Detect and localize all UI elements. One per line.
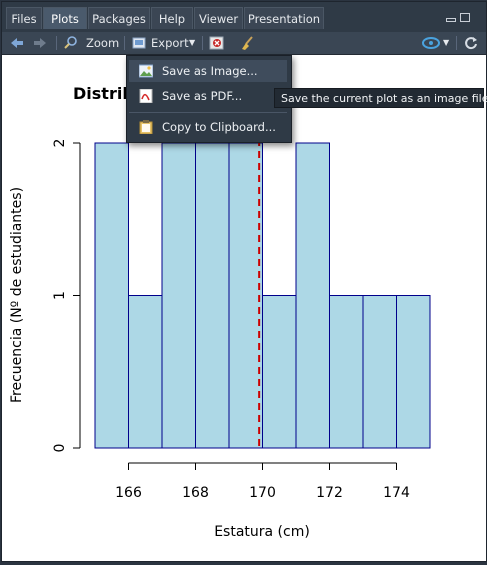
export-button[interactable]: Export ▼ bbox=[129, 32, 199, 54]
pdf-icon bbox=[139, 89, 153, 103]
tab-plots[interactable]: Plots bbox=[43, 7, 87, 29]
clipboard-icon bbox=[139, 120, 153, 134]
menu-item-label: Save as PDF... bbox=[162, 85, 242, 107]
histogram-bar bbox=[229, 143, 263, 448]
maximize-icon[interactable] bbox=[460, 13, 470, 22]
histogram-bar bbox=[196, 143, 230, 448]
menu-item-label: Copy to Clipboard... bbox=[162, 116, 276, 138]
menu-item-label: Save as Image... bbox=[162, 60, 258, 82]
arrow-left-icon[interactable] bbox=[10, 37, 24, 49]
tab-presentation[interactable]: Presentation bbox=[244, 7, 324, 29]
y-tick-label: 1 bbox=[52, 291, 68, 300]
histogram-bar bbox=[263, 296, 297, 449]
histogram-bar bbox=[397, 296, 431, 449]
x-tick-label: 172 bbox=[316, 485, 343, 501]
histogram-bar bbox=[296, 143, 330, 448]
histogram-bar bbox=[129, 296, 163, 449]
arrow-right-icon[interactable] bbox=[33, 37, 47, 49]
refresh-icon[interactable] bbox=[464, 36, 478, 50]
publish-dropdown-icon[interactable]: ▼ bbox=[443, 32, 449, 54]
x-tick-label: 166 bbox=[115, 485, 142, 501]
toolbar-separator bbox=[202, 36, 203, 50]
toolbar-separator bbox=[456, 36, 457, 50]
remove-plot-icon[interactable] bbox=[209, 36, 225, 50]
histogram-bar bbox=[363, 296, 397, 449]
menu-item-save-as-image[interactable]: Save as Image... bbox=[129, 60, 287, 82]
histogram-bar bbox=[162, 143, 196, 448]
menu-item-copy-to-clipboard[interactable]: Copy to Clipboard... bbox=[129, 116, 287, 138]
toolbar-separator bbox=[124, 36, 125, 50]
export-menu: Save as Image... Save as PDF... Copy to … bbox=[126, 55, 292, 143]
tab-files[interactable]: Files bbox=[6, 7, 42, 29]
chevron-down-icon: ▼ bbox=[189, 32, 195, 54]
plots-toolbar: Zoom Export ▼ ▼ bbox=[2, 32, 486, 55]
menu-item-save-as-pdf[interactable]: Save as PDF... bbox=[129, 85, 287, 107]
x-axis-label: Estatura (cm) bbox=[214, 524, 310, 540]
tab-help[interactable]: Help bbox=[151, 7, 193, 29]
histogram-bar bbox=[330, 296, 364, 449]
publish-icon[interactable] bbox=[422, 37, 440, 49]
y-tick-label: 2 bbox=[52, 139, 68, 148]
chart-title: Distrib bbox=[73, 84, 134, 103]
x-tick-label: 168 bbox=[182, 485, 209, 501]
image-icon bbox=[139, 64, 153, 78]
y-tick-label: 0 bbox=[52, 444, 68, 453]
histogram-bar bbox=[95, 143, 129, 448]
export-label: Export bbox=[151, 32, 189, 54]
x-tick-label: 170 bbox=[249, 485, 276, 501]
zoom-button[interactable]: Zoom bbox=[62, 32, 120, 54]
menu-divider bbox=[129, 112, 287, 113]
toolbar-separator bbox=[56, 36, 57, 50]
tab-packages[interactable]: Packages bbox=[88, 7, 150, 29]
export-icon bbox=[131, 36, 147, 50]
x-tick-label: 174 bbox=[383, 485, 410, 501]
tab-viewer[interactable]: Viewer bbox=[194, 7, 243, 29]
zoom-icon bbox=[64, 36, 78, 50]
y-axis-label: Frecuencia (Nº de estudiantes) bbox=[9, 187, 25, 403]
minimize-icon[interactable] bbox=[446, 18, 456, 22]
broom-icon[interactable] bbox=[239, 35, 255, 51]
tooltip: Save the current plot as an image file bbox=[274, 88, 484, 108]
zoom-label: Zoom bbox=[86, 32, 119, 54]
tab-bar: Files Plots Packages Help Viewer Present… bbox=[2, 2, 486, 32]
